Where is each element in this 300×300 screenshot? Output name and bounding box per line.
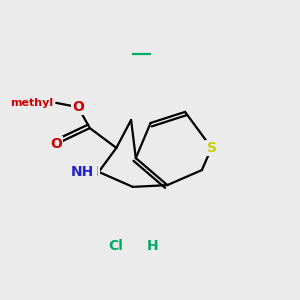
Text: N: N bbox=[87, 165, 99, 179]
Text: NH: NH bbox=[71, 165, 94, 179]
Text: H: H bbox=[147, 239, 158, 253]
Text: methyl: methyl bbox=[10, 98, 53, 108]
Text: Cl: Cl bbox=[108, 239, 123, 253]
Text: S: S bbox=[207, 141, 217, 155]
Text: H: H bbox=[84, 165, 96, 179]
Text: O: O bbox=[72, 100, 84, 114]
Text: O: O bbox=[50, 137, 62, 151]
